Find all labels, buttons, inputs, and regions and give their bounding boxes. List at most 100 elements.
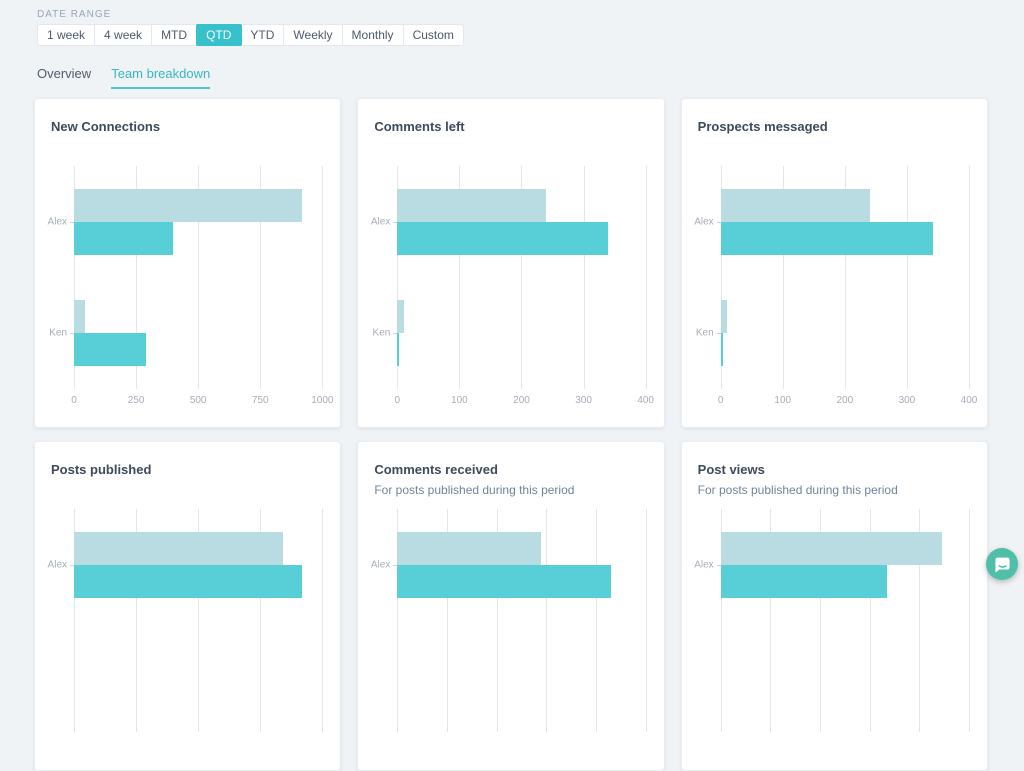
gridline: [260, 166, 262, 389]
y-axis-tick: [393, 564, 398, 566]
plot-area: Alex: [371, 509, 647, 732]
card-subtitle: For posts published during this period: [374, 483, 575, 497]
x-axis-label: 300: [898, 395, 916, 406]
plot-area: Alex: [48, 509, 324, 732]
chart-card-new-connections: New Connections Alex Ken 0 250 500 750 1000: [34, 98, 342, 428]
gridline: [595, 509, 597, 732]
tab-bar: Overview Team breakdown: [37, 66, 1024, 89]
y-axis-tick: [70, 221, 74, 223]
bar-teal-alex: [397, 221, 609, 255]
plot-area: Alex Ken 0 250 500 750 1000: [48, 166, 333, 406]
y-axis-label: Alex: [694, 216, 714, 228]
date-range-option-monthly[interactable]: Monthly: [343, 25, 404, 45]
bar-light-alex: [74, 531, 283, 565]
chart-card-post-views: Post views For posts published during thi…: [680, 441, 988, 771]
y-axis-label: Ken: [695, 327, 714, 339]
date-range-option-custom[interactable]: Custom: [412, 28, 454, 42]
tab-overview[interactable]: Overview: [37, 66, 92, 81]
plot-area: Alex Ken 0 100 200 300 400: [371, 166, 654, 406]
bar-teal-alex: [74, 564, 303, 598]
bar-light-ken: [720, 300, 727, 334]
x-axis-label: 100: [774, 395, 792, 406]
gridline: [459, 166, 461, 389]
bar-chart: Alex Ken 0 250 500 750 1000: [35, 166, 340, 406]
x-axis-label: 400: [960, 395, 978, 406]
y-axis-label: Ken: [372, 327, 391, 339]
y-axis-label: Alex: [694, 559, 714, 571]
gridline: [844, 166, 846, 389]
y-axis-label: Alex: [370, 559, 391, 571]
bar-chart: Alex: [682, 509, 987, 732]
gridline: [546, 509, 548, 732]
x-axis-label: 1000: [311, 395, 334, 406]
bar-teal-ken: [74, 333, 146, 367]
card-subtitle: For posts published during this period: [697, 483, 898, 497]
gridline: [397, 166, 399, 389]
card-title: Comments left: [374, 119, 465, 134]
x-axis-label: 300: [575, 395, 592, 406]
x-axis-label: 500: [189, 395, 207, 406]
gridline: [906, 166, 908, 389]
date-range-option-qtd[interactable]: QTD: [197, 25, 242, 45]
date-range-option-weekly[interactable]: Weekly: [284, 25, 343, 45]
gridline: [969, 166, 970, 389]
chart-card-posts-published: Posts published Alex: [34, 441, 342, 771]
card-title: New Connections: [51, 119, 161, 134]
x-axis-label: 250: [127, 395, 145, 406]
x-axis-label: 200: [513, 395, 530, 406]
chat-bubble-icon: [993, 555, 1012, 574]
y-axis-tick: [70, 564, 74, 566]
y-axis-tick: [70, 333, 74, 335]
gridline: [322, 509, 324, 732]
y-axis-tick: [716, 333, 721, 335]
y-axis-tick: [393, 221, 398, 223]
gridline: [645, 509, 647, 732]
bar-chart: Alex: [35, 509, 340, 732]
bar-light-ken: [397, 300, 404, 334]
card-title: Comments received: [374, 462, 498, 477]
bar-teal-alex: [720, 221, 933, 255]
date-range-option-ytd[interactable]: YTD: [241, 25, 285, 45]
bar-teal-alex: [720, 564, 888, 598]
chat-launcher-button[interactable]: [986, 548, 1018, 580]
bar-chart: Alex: [358, 509, 663, 732]
gridline: [645, 166, 647, 389]
x-axis-label: 200: [836, 395, 854, 406]
gridline: [322, 166, 324, 389]
bar-light-alex: [397, 531, 542, 565]
chart-card-comments-left: Comments left Alex Ken 0 100 200 300 400: [357, 98, 665, 428]
tab-team-breakdown[interactable]: Team breakdown: [111, 66, 211, 89]
y-axis-tick: [716, 221, 721, 223]
x-axis-label: 100: [451, 395, 468, 406]
y-axis-label: Ken: [49, 327, 67, 339]
gridline: [583, 166, 585, 389]
card-title: Prospects messaged: [697, 119, 828, 134]
gridline: [969, 509, 970, 732]
x-axis-label: 400: [637, 395, 654, 406]
bar-light-alex: [720, 531, 942, 565]
gridline: [521, 166, 523, 389]
gridline: [720, 166, 722, 389]
chart-card-prospects-messaged: Prospects messaged Alex Ken 0 100 200 300 400: [680, 98, 988, 428]
bar-light-alex: [74, 188, 303, 222]
bar-light-ken: [74, 300, 86, 334]
x-axis-label: 750: [251, 395, 269, 406]
gridline: [136, 166, 138, 389]
y-axis-label: Alex: [47, 559, 67, 571]
chart-card-comments-received: Comments received For posts published dur…: [357, 441, 665, 771]
cards-grid: New Connections Alex Ken 0 250 500 750 1000 Comm…: [34, 98, 988, 771]
y-axis-label: Alex: [47, 216, 67, 228]
x-axis-label: 0: [71, 395, 77, 406]
date-range-button-group: 1 week 4 week MTD QTD YTD Weekly Monthly Custom: [37, 24, 464, 46]
bar-teal-alex: [397, 564, 611, 598]
x-axis-label: 0: [394, 395, 401, 406]
card-title: Post views: [697, 462, 765, 477]
date-range-option-mtd[interactable]: MTD: [152, 25, 198, 45]
bar-teal-alex: [74, 221, 174, 255]
date-range-option-1-week[interactable]: 1 week: [38, 25, 96, 45]
date-range-label: DATE RANGE: [37, 9, 112, 20]
bar-light-alex: [720, 188, 870, 222]
date-range-option-4-week[interactable]: 4 week: [95, 25, 153, 45]
bar-chart: Alex Ken 0 100 200 300 400: [358, 166, 663, 406]
bar-chart: Alex Ken 0 100 200 300 400: [682, 166, 987, 406]
